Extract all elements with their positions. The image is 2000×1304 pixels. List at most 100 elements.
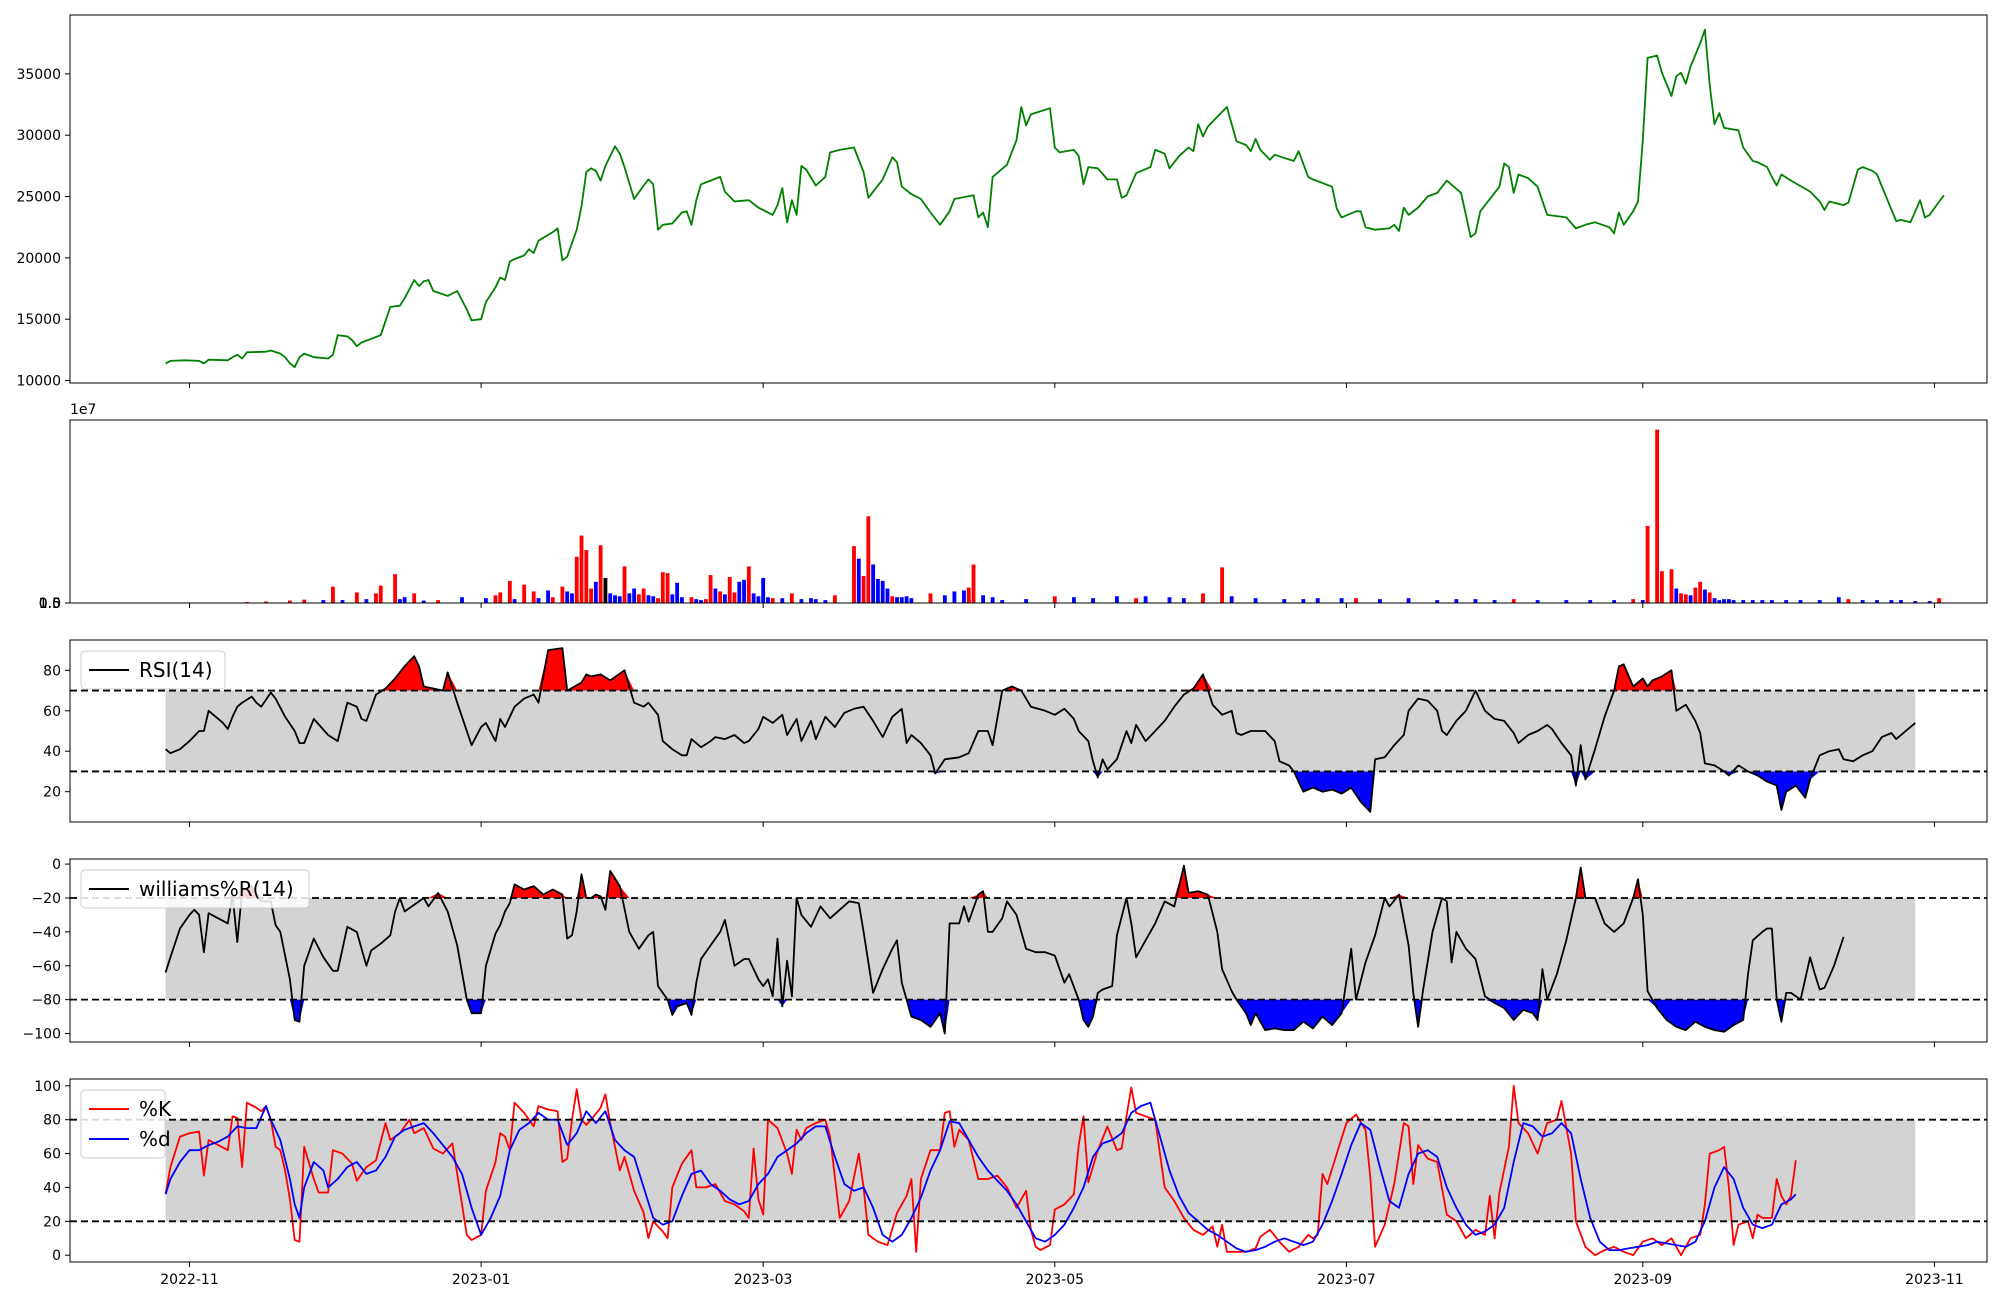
price-frame <box>69 14 1988 384</box>
volume-bar <box>856 558 861 603</box>
volume-bar <box>1052 596 1057 603</box>
volume-bar <box>1679 593 1683 603</box>
volume-bar <box>617 596 622 603</box>
volume-bar <box>1301 599 1306 603</box>
volume-bar <box>679 597 684 603</box>
volume-bar <box>1406 598 1411 603</box>
rsi-line-rsi-14- <box>165 647 1916 813</box>
volume-bar <box>1655 429 1660 603</box>
volume-bar <box>354 592 359 603</box>
volume-bar <box>632 588 637 603</box>
volume-bar <box>1201 593 1205 603</box>
volume-bar <box>565 591 570 603</box>
volume-bar <box>302 599 307 603</box>
volume-bar <box>1769 600 1774 603</box>
volume-bar <box>646 595 651 603</box>
rsi-panel: 20 40 60 80 RSI(14) <box>43 639 1988 823</box>
y-tick-label: 0 <box>52 1248 61 1264</box>
volume-bar <box>512 599 517 603</box>
volume-bar <box>1722 599 1726 603</box>
stochastic-line--k <box>164 1084 1797 1257</box>
y-tick-label: 30000 <box>16 128 61 144</box>
volume-bar <box>598 545 603 603</box>
volume-bar <box>861 576 866 603</box>
y-tick-label: 40 <box>43 744 61 760</box>
volume-bar <box>374 593 378 603</box>
rsi-oversold-fill <box>165 771 1916 812</box>
volume-bar <box>574 556 579 603</box>
volume-bar <box>589 588 593 603</box>
volume-bar <box>1913 601 1918 603</box>
volume-bar <box>1640 600 1645 603</box>
volume-bar <box>694 599 699 603</box>
volume-bar <box>421 600 426 603</box>
x-tick-label: 2023-11 <box>1905 1272 1964 1288</box>
volume-bar <box>1612 600 1617 603</box>
volume-bar <box>321 600 326 603</box>
rsi-frame <box>69 639 1988 823</box>
y-tick-label: 80 <box>43 663 61 679</box>
volume-bar <box>1454 599 1459 603</box>
volume-bar <box>378 585 383 603</box>
volume-bar <box>522 584 527 603</box>
volume-bar <box>340 600 345 603</box>
volume-bar <box>713 588 718 603</box>
volume-bar <box>1899 600 1903 603</box>
volume-bar <box>570 593 574 603</box>
volume-bar <box>364 599 369 603</box>
y-tick-label: 20 <box>43 1214 61 1230</box>
williams-r-line-williams-r-14- <box>164 864 1845 1035</box>
stochastic-line--d <box>164 1101 1797 1253</box>
williams-r-neutral-band <box>165 897 1916 1000</box>
rsi-overbought-fill <box>165 648 1916 691</box>
legend-label: RSI(14) <box>139 658 213 682</box>
volume-bar <box>1784 600 1789 603</box>
volume-bar <box>1435 600 1440 603</box>
volume-bar <box>723 594 727 603</box>
volume-bar <box>1674 588 1679 603</box>
volume-bar <box>1282 599 1287 603</box>
volume-bar <box>1181 598 1186 603</box>
volume-bar <box>1167 597 1172 603</box>
volume-bar <box>852 546 856 603</box>
price-panel: 10000 15000 20000 25000 30000 35000 <box>16 14 1988 390</box>
volume-bar <box>1889 600 1894 603</box>
volume-bar <box>1660 571 1664 603</box>
volume-bar <box>675 582 680 603</box>
volume-bar <box>718 591 723 603</box>
volume-bar <box>531 591 536 603</box>
volume-bar <box>1143 596 1148 603</box>
volume-bar <box>909 598 914 603</box>
volume-bar <box>971 564 976 603</box>
volume-bar <box>708 575 713 603</box>
volume-bar <box>1115 596 1119 603</box>
y-multiplier-label: 1e7 <box>70 402 96 418</box>
volume-bar <box>1511 599 1516 603</box>
volume-bar <box>498 592 503 603</box>
y-tick-label: −60 <box>31 959 61 975</box>
volume-bar <box>665 573 670 603</box>
volume-bar <box>962 590 966 603</box>
volume-bar <box>1927 601 1932 603</box>
volume-bar <box>1703 589 1707 603</box>
volume-bar <box>823 600 828 603</box>
volume-bar <box>1354 598 1358 603</box>
volume-bar <box>928 593 933 603</box>
volume-bar <box>813 599 818 603</box>
volume-bar <box>331 586 335 603</box>
volume-bar <box>1229 596 1234 603</box>
price-line-price <box>165 28 1945 368</box>
volume-bar <box>770 598 775 603</box>
volume-bar <box>899 597 904 603</box>
volume-bar <box>766 597 770 603</box>
y-tick-label: 60 <box>43 704 61 720</box>
y-tick-label: −80 <box>31 993 61 1009</box>
x-tick-label: 2022-11 <box>160 1272 219 1288</box>
volume-bar <box>876 578 880 603</box>
volume-bar <box>550 597 555 603</box>
volume-bar <box>780 598 785 603</box>
legend-label: %d <box>139 1127 171 1151</box>
volume-bar <box>952 591 957 603</box>
volume-bar <box>493 595 498 603</box>
